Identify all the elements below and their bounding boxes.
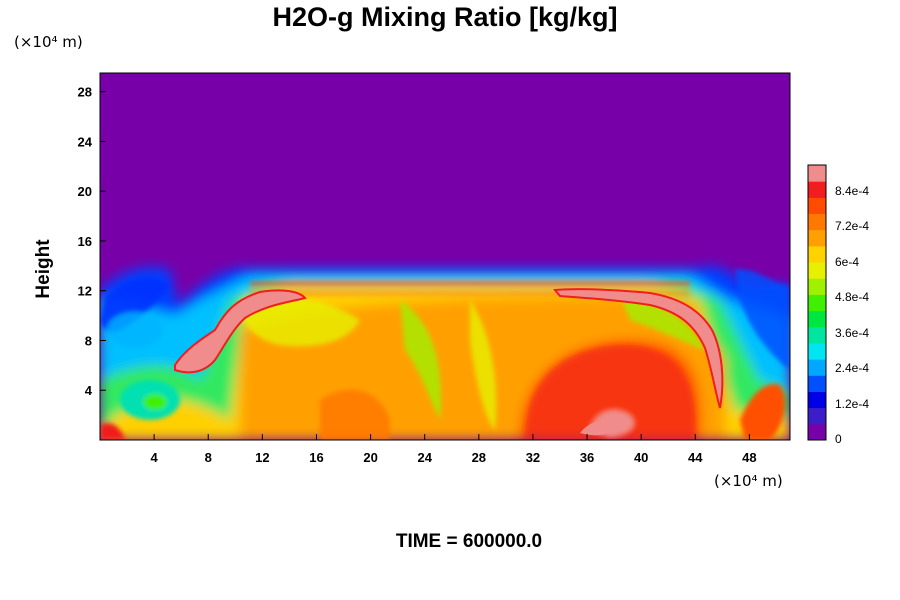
- x-tick-label: 32: [526, 450, 540, 465]
- colorbar-label: 1.2e-4: [835, 396, 870, 411]
- y-tick-label: 28: [78, 85, 92, 100]
- x-tick-label: 12: [255, 450, 269, 465]
- x-tick-label: 16: [309, 450, 323, 465]
- x-tick-label: 48: [742, 450, 756, 465]
- colorbar-swatch: [808, 165, 826, 182]
- colorbar-swatch: [808, 294, 826, 312]
- colorbar-label: 7.2e-4: [835, 219, 870, 234]
- colorbar-swatch: [808, 213, 826, 231]
- colorbar-frame: [807, 164, 827, 441]
- colorbar-label: 4.8e-4: [835, 290, 870, 305]
- colorbar-swatch: [808, 342, 826, 360]
- colorbar-swatch: [808, 197, 826, 215]
- y-tick-label: 4: [85, 383, 93, 398]
- colorbar-swatch: [808, 310, 826, 328]
- colorbar-swatch: [808, 407, 826, 425]
- y-axis: 4 8 12 16 20 24 28: [78, 85, 106, 398]
- x-axis-unit: (×10⁴ m): [714, 472, 783, 490]
- colorbar: [807, 164, 827, 441]
- x-axis: 4 8 12 16 20 24 28 32 36 40 44 48: [151, 434, 757, 465]
- colorbar-label: 8.4e-4: [835, 183, 870, 198]
- colorbar-swatch: [808, 359, 826, 376]
- colorbar-label: 2.4e-4: [835, 361, 870, 376]
- colorbar-swatch: [808, 278, 826, 295]
- colorbar-swatch: [808, 245, 826, 263]
- colorbar-label: 6e-4: [835, 254, 860, 269]
- y-axis-unit: (×10⁴ m): [14, 33, 83, 51]
- colorbar-swatch: [808, 423, 826, 441]
- colorbar-swatch: [808, 229, 826, 247]
- y-tick-label: 8: [85, 333, 92, 348]
- x-tick-label: 8: [205, 450, 212, 465]
- colorbar-swatch: [808, 326, 826, 344]
- y-tick-label: 12: [78, 284, 92, 299]
- plot-frame: [99, 72, 791, 441]
- colorbar-swatch: [808, 181, 826, 198]
- colorbar-swatch: [808, 262, 826, 279]
- x-tick-label: 4: [151, 450, 159, 465]
- humidity-field: [100, 73, 790, 440]
- x-tick-label: 36: [580, 450, 594, 465]
- x-tick-label: 24: [417, 450, 432, 465]
- colorbar-swatch: [808, 375, 826, 392]
- x-tick-label: 20: [363, 450, 377, 465]
- colorbar-label: 3.6e-4: [835, 325, 870, 340]
- time-annotation: TIME = 600000.0: [395, 531, 543, 552]
- colorbar-label: 0: [835, 432, 842, 446]
- chart-title: H2O-g Mixing Ratio [kg/kg]: [272, 2, 618, 32]
- y-tick-label: 20: [78, 184, 92, 199]
- y-tick-label: 24: [78, 134, 93, 149]
- x-tick-label: 28: [472, 450, 486, 465]
- x-tick-label: 40: [634, 450, 648, 465]
- y-tick-label: 16: [78, 234, 92, 249]
- x-tick-label: 44: [688, 450, 703, 465]
- colorbar-swatch: [808, 391, 826, 409]
